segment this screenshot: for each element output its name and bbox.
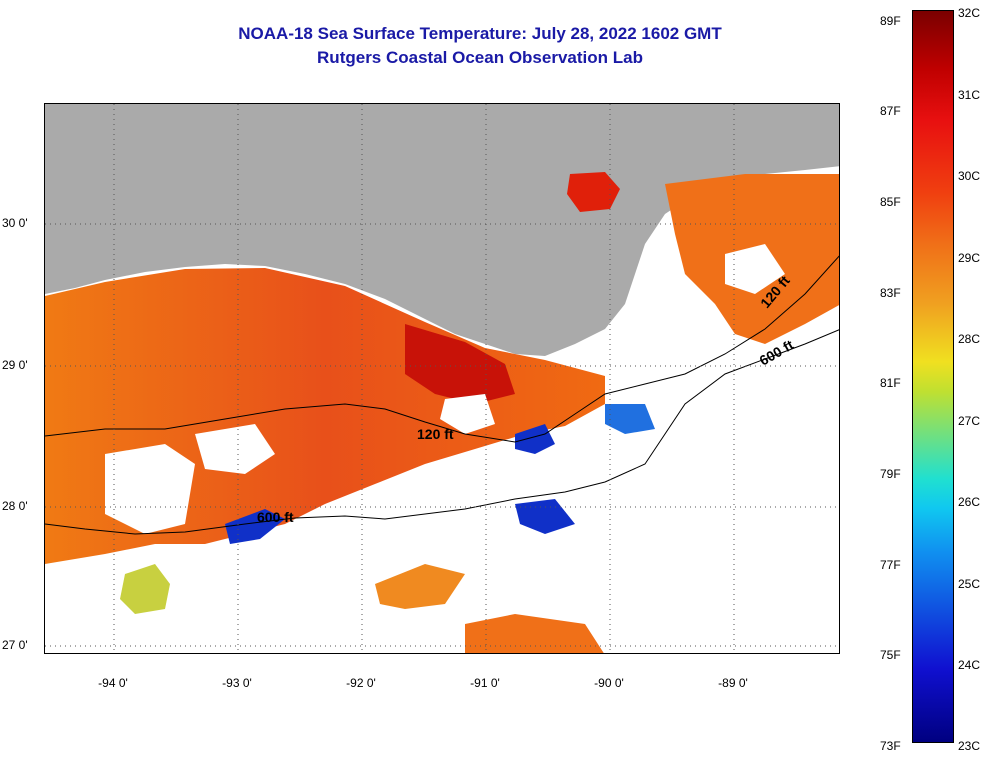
colorbar-c-label: 23C <box>958 739 981 753</box>
sst-yellow-patch <box>120 564 170 614</box>
cloud-gap <box>725 244 785 294</box>
sst-cool-spot <box>225 509 285 544</box>
colorbar-c-label: 27C <box>958 414 981 428</box>
colorbar-f-label: 83F <box>880 286 901 300</box>
lon-label-90: -90 0' <box>594 676 624 690</box>
cloud-gap <box>105 444 195 534</box>
colorbar-c-label: 26C <box>958 495 981 509</box>
temperature-colorbar <box>912 10 954 743</box>
map-title: NOAA-18 Sea Surface Temperature: July 28… <box>238 24 722 43</box>
contour-120ft <box>45 255 839 443</box>
lon-label-91: -91 0' <box>470 676 500 690</box>
lat-label-27: 27 0' <box>2 638 28 652</box>
colorbar-f-label: 87F <box>880 104 901 118</box>
map-subtitle: Rutgers Coastal Ocean Observation Lab <box>317 48 643 67</box>
sst-map: 120 ft 600 ft 120 ft 600 ft <box>44 103 840 654</box>
contour-label: 600 ft <box>257 509 294 525</box>
sst-cool-spot <box>515 499 575 534</box>
lon-label-94: -94 0' <box>98 676 128 690</box>
contour-600ft <box>45 329 839 535</box>
sst-warm-south2 <box>465 614 604 653</box>
colorbar-c-label: 28C <box>958 332 981 346</box>
colorbar-f-label: 89F <box>880 14 901 28</box>
colorbar-f-label: 79F <box>880 467 901 481</box>
colorbar-c-label: 31C <box>958 88 981 102</box>
colorbar-c-label: 29C <box>958 251 981 265</box>
colorbar-c-label: 32C <box>958 6 981 20</box>
colorbar-c-label: 24C <box>958 658 981 672</box>
lat-label-29: 29 0' <box>2 358 28 372</box>
colorbar-c-label: 30C <box>958 169 981 183</box>
sst-cool-spot <box>515 424 555 454</box>
cloud-gap <box>195 424 275 474</box>
colorbar-f-label: 73F <box>880 739 901 753</box>
colorbar-f-label: 85F <box>880 195 901 209</box>
land-area <box>45 104 839 356</box>
lon-label-89: -89 0' <box>718 676 748 690</box>
lon-label-92: -92 0' <box>346 676 376 690</box>
cloud-gap <box>440 394 495 434</box>
contour-label: 120 ft <box>417 426 454 442</box>
graticule <box>45 104 839 653</box>
colorbar-f-label: 77F <box>880 558 901 572</box>
colorbar-c-label: 25C <box>958 577 981 591</box>
sst-hot-core <box>405 324 515 404</box>
lat-label-30: 30 0' <box>2 216 28 230</box>
colorbar-f-label: 81F <box>880 376 901 390</box>
sst-map-canvas: 120 ft 600 ft 120 ft 600 ft <box>45 104 839 653</box>
sst-hot-lake <box>567 172 620 212</box>
lon-label-93: -93 0' <box>222 676 252 690</box>
colorbar-f-label: 75F <box>880 648 901 662</box>
lat-label-28: 28 0' <box>2 499 28 513</box>
sst-cool-spot <box>605 404 655 434</box>
sst-warm-south <box>375 564 465 609</box>
